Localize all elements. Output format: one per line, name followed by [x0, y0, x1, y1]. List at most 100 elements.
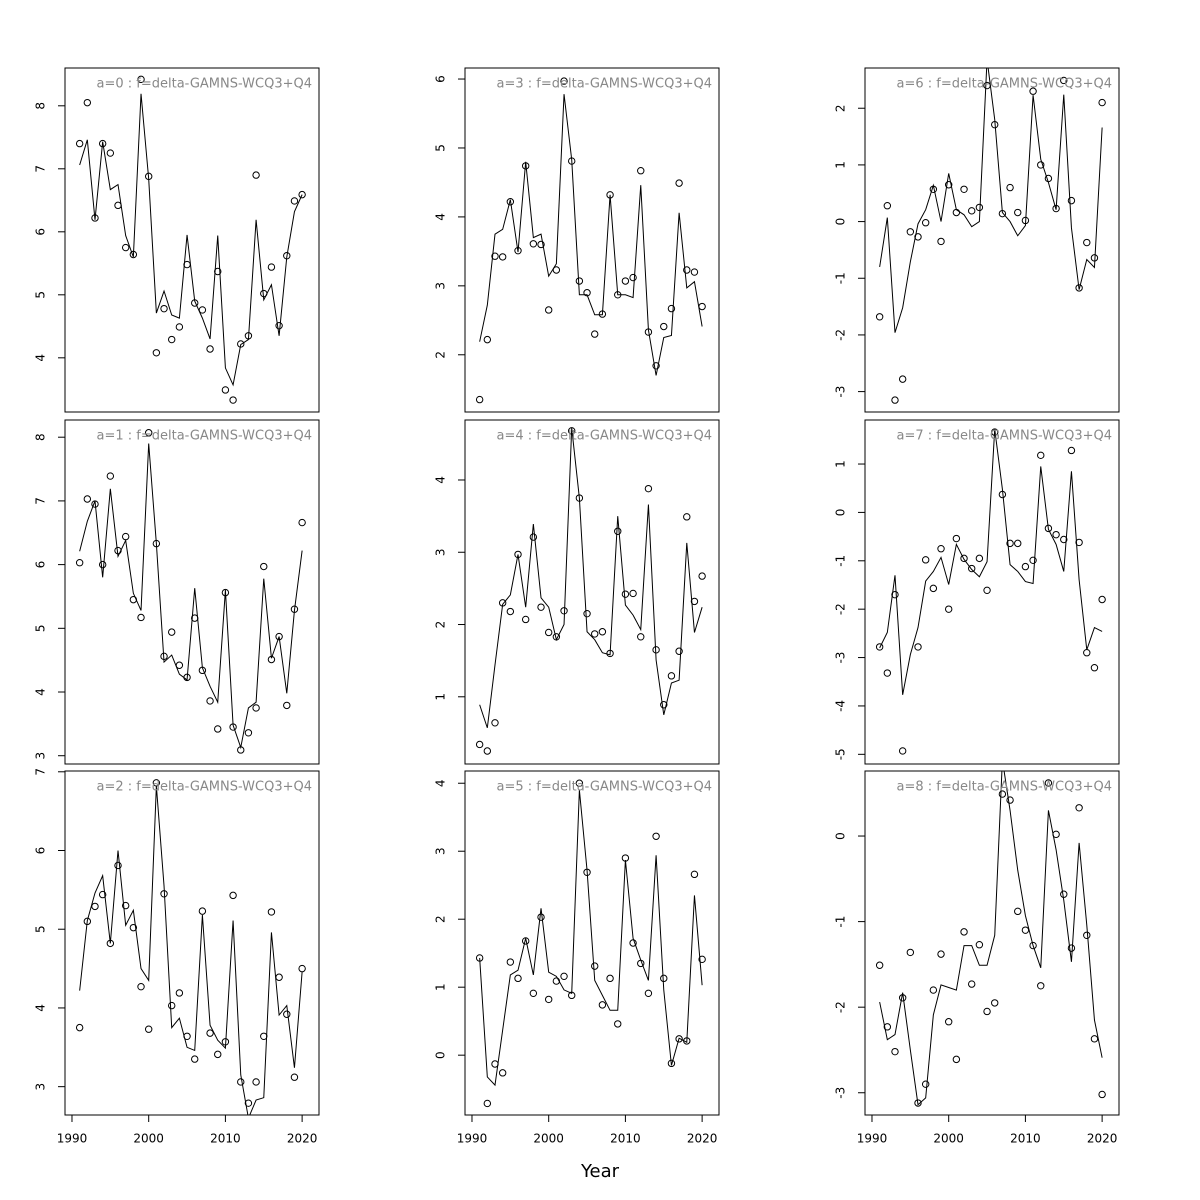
panel-frame [64, 67, 320, 413]
fitted-line [479, 427, 703, 729]
fitted-line [879, 771, 1103, 1106]
data-point [1060, 535, 1068, 544]
data-point [598, 1001, 607, 1009]
data-point [206, 697, 214, 705]
y-tick-label: 2 [434, 915, 448, 923]
data-point [1014, 907, 1022, 916]
data-point [583, 609, 591, 618]
data-point [575, 277, 584, 285]
data-point [883, 202, 892, 210]
panel: 3 4 5 6 7 1990 2000 2010 2020 a=2 : f=delta-GAMNS… [34, 768, 320, 1146]
data-point [244, 1099, 253, 1107]
data-point [660, 322, 668, 331]
y-tick-label: 5 [34, 291, 48, 299]
data-point [252, 1078, 260, 1086]
x-tick-label: 2020 [287, 1132, 318, 1146]
panel: -5 -4 -3 -2 -1 0 1 a=7 : f=delta-GAMNS-WCQ3+Q4 [834, 419, 1120, 765]
data-point [944, 605, 953, 613]
panel: -3 -2 -1 0 1990 2000 2010 2020 a=8 : f=delta-GAM… [834, 770, 1120, 1146]
x-tick-label: 2020 [1087, 1132, 1118, 1146]
data-point [121, 243, 130, 252]
data-point [75, 1023, 84, 1032]
data-point [506, 198, 515, 206]
data-point [690, 268, 699, 276]
data-point [206, 345, 214, 353]
y-tick-label: 1 [834, 161, 848, 169]
x-tick-label: 2010 [610, 1132, 641, 1146]
data-point [660, 701, 668, 709]
data-point [675, 179, 683, 187]
panel-title: a=7 : f=delta-GAMNS-WCQ3+Q4 [897, 429, 1113, 444]
data-point [214, 725, 222, 733]
data-point [960, 554, 968, 563]
data-point [152, 349, 161, 357]
plot-area [475, 427, 706, 755]
y-tick-label: 2 [434, 351, 448, 359]
data-point [968, 980, 976, 988]
data-point [1083, 238, 1091, 247]
data-point [675, 1035, 683, 1043]
y-tick-label: 1 [434, 983, 448, 991]
data-point [283, 1010, 291, 1018]
data-point [498, 253, 507, 261]
plot-area [475, 77, 706, 404]
data-point [629, 939, 637, 947]
x-axis-title: Year [580, 1161, 620, 1182]
data-point [198, 907, 207, 915]
data-point [1067, 944, 1076, 952]
y-tick-label: 1 [434, 693, 448, 701]
data-point [683, 513, 691, 521]
fitted-line [479, 94, 703, 376]
data-point [606, 974, 614, 983]
data-point [598, 628, 607, 636]
data-point [952, 1055, 961, 1064]
data-point [252, 704, 260, 712]
data-point [75, 558, 84, 567]
panel: -3 -2 -1 0 1 2 a=6 : f=delta-GAMNS-WCQ3+Q4 [834, 67, 1120, 413]
data-point [629, 589, 637, 598]
x-tick-label: 2000 [533, 1132, 564, 1146]
data-point [906, 228, 915, 236]
data-point [991, 999, 999, 1007]
data-point [875, 643, 884, 651]
data-point [883, 669, 892, 677]
data-point [667, 1059, 676, 1068]
data-point [690, 597, 699, 606]
data-point [75, 139, 84, 148]
y-tick-label: 2 [834, 104, 848, 112]
plot-area [75, 779, 306, 1115]
y-tick-label: 5 [34, 925, 48, 933]
data-point [929, 584, 938, 593]
data-point [1098, 595, 1106, 604]
plot-area [875, 428, 1106, 755]
y-tick-label: 4 [434, 213, 448, 221]
data-point [544, 628, 553, 637]
data-point [98, 890, 107, 899]
data-point [591, 330, 599, 338]
data-point [914, 1099, 922, 1107]
data-point [968, 207, 976, 215]
data-point [160, 304, 168, 313]
data-point [1006, 183, 1014, 192]
fitted-line [79, 443, 303, 750]
data-point [529, 240, 538, 248]
x-tick-label: 2020 [687, 1132, 718, 1146]
y-tick-label: 7 [34, 497, 48, 505]
data-point [575, 779, 584, 787]
x-tick-label: 1990 [857, 1132, 888, 1146]
plot-area [875, 771, 1106, 1107]
panel-frame [64, 419, 320, 765]
data-point [537, 240, 545, 249]
data-point [290, 197, 299, 205]
plot-area [875, 68, 1106, 404]
panel-title: a=4 : f=delta-GAMNS-WCQ3+Q4 [497, 429, 713, 444]
y-tick-label: 3 [434, 548, 448, 556]
data-point [1029, 556, 1037, 565]
panel: 1 2 3 4 a=4 : f=delta-GAMNS-WCQ3+Q4 [434, 419, 720, 765]
data-point [560, 972, 568, 981]
data-point [237, 1078, 245, 1086]
plot-area [75, 75, 306, 404]
x-tick-label: 2010 [1010, 1132, 1041, 1146]
data-point [937, 544, 945, 553]
